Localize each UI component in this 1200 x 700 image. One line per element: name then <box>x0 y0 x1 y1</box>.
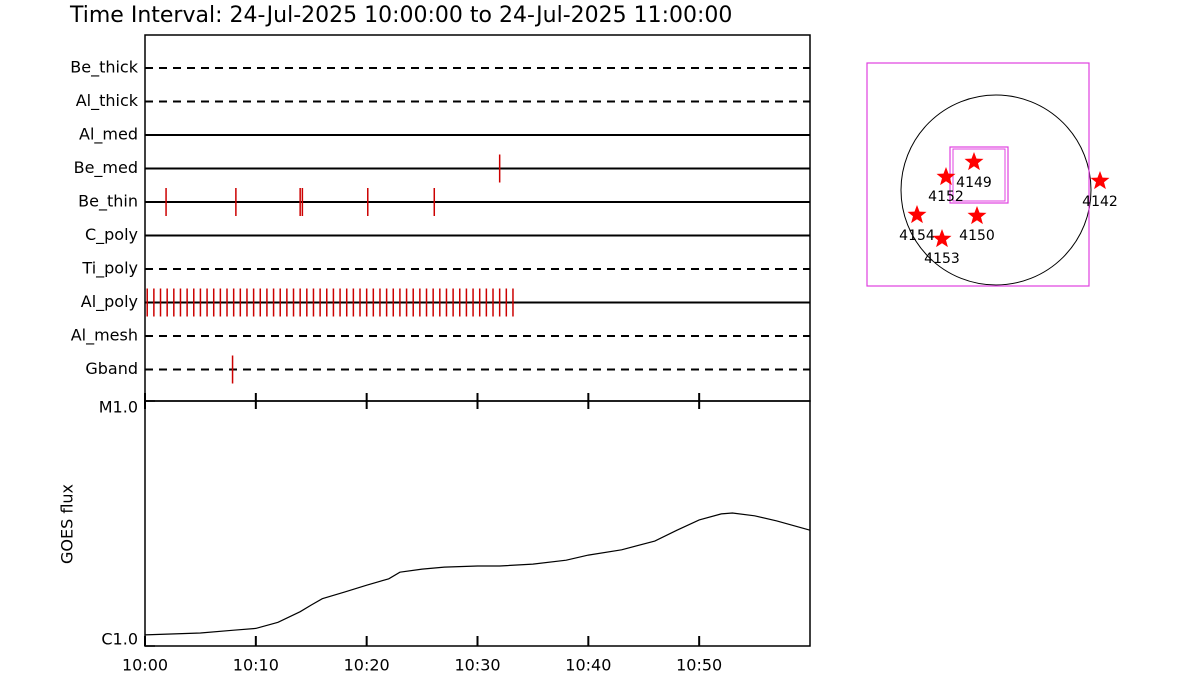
solar-disk <box>900 94 1092 286</box>
filter-label: Be_med <box>74 158 138 178</box>
x-tick-label: 10:40 <box>565 656 611 675</box>
filter-label: Be_thin <box>78 192 138 212</box>
x-tick-label: 10:00 <box>122 656 168 675</box>
region-star <box>964 152 984 171</box>
y-tick-label: C1.0 <box>101 630 138 649</box>
filter-label: Al_thick <box>76 91 139 111</box>
region-star <box>907 205 927 224</box>
filter-label: Ti_poly <box>81 259 138 279</box>
region-label: 4142 <box>1082 194 1118 210</box>
chart-title: Time Interval: 24-Jul-2025 10:00:00 to 2… <box>69 3 732 28</box>
filter-label: Be_thick <box>70 58 138 78</box>
goes-frame <box>144 400 811 647</box>
filter-label: Al_mesh <box>71 326 138 346</box>
region-label: 4153 <box>924 251 960 267</box>
filter-label: Gband <box>85 359 138 378</box>
x-tick-label: 10:50 <box>676 656 722 675</box>
y-axis-label: GOES flux <box>58 484 77 564</box>
region-label: 4154 <box>899 228 935 244</box>
filter-label: Al_poly <box>81 292 138 312</box>
fov-box <box>866 62 1090 287</box>
goes-curve <box>144 512 811 636</box>
region-star <box>967 206 987 225</box>
region-star <box>936 167 956 186</box>
x-tick-label: 10:20 <box>344 656 390 675</box>
region-label: 4150 <box>959 228 995 244</box>
y-tick-label: M1.0 <box>99 398 138 417</box>
filter-label: C_poly <box>85 225 138 245</box>
region-star <box>1090 171 1110 190</box>
filter-label: Al_med <box>79 125 138 145</box>
region-label: 4152 <box>928 189 964 205</box>
region-star <box>932 229 952 248</box>
region-label: 4149 <box>956 175 992 191</box>
timeline-frame <box>144 34 811 402</box>
x-tick-label: 10:10 <box>233 656 279 675</box>
x-tick-label: 10:30 <box>454 656 500 675</box>
